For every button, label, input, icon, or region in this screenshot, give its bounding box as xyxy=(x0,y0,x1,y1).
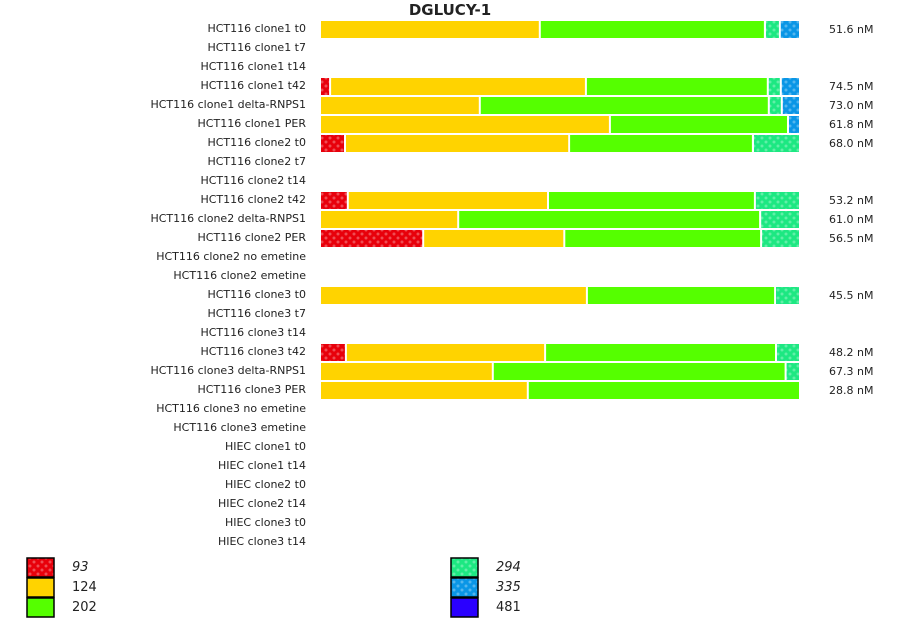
row-label: HCT116 clone3 t0 xyxy=(207,288,306,301)
row-label: HIEC clone2 t0 xyxy=(224,478,306,491)
bar-segment-93 xyxy=(321,192,347,209)
row-label: HCT116 clone3 delta-RNPS1 xyxy=(150,364,306,377)
bar-segment-93 xyxy=(321,230,423,247)
row-label: HIEC clone3 t0 xyxy=(224,516,306,529)
bar-segment-124 xyxy=(348,192,547,209)
bar-segment-202 xyxy=(586,78,767,95)
row-label: HCT116 clone2 t14 xyxy=(200,174,306,187)
bar-segment-294 xyxy=(755,192,799,209)
legend-label: 202 xyxy=(72,600,97,615)
legend-label: 481 xyxy=(496,600,521,615)
bar-segment-124 xyxy=(321,21,539,38)
legend-label: 335 xyxy=(496,580,521,595)
legend-swatch-93 xyxy=(26,557,55,578)
bar-segment-202 xyxy=(570,135,752,152)
bar-segment-294 xyxy=(768,78,780,95)
row-label: HCT116 clone2 PER xyxy=(197,231,306,244)
row-total: 45.5 nM xyxy=(829,289,874,302)
bar-segment-294 xyxy=(777,344,799,361)
row-label: HCT116 clone3 t42 xyxy=(200,345,306,358)
bar-segment-294 xyxy=(762,230,799,247)
legend-swatch-202 xyxy=(26,597,55,618)
row-label: HCT116 clone2 t0 xyxy=(207,136,306,149)
row-label: HIEC clone1 t14 xyxy=(217,459,306,472)
bar-segment-124 xyxy=(321,211,458,228)
row-label: HCT116 clone1 t42 xyxy=(200,79,306,92)
row-label: HCT116 clone2 t7 xyxy=(207,155,306,168)
row-label: HCT116 clone2 delta-RNPS1 xyxy=(150,212,306,225)
row-label: HCT116 clone1 t0 xyxy=(207,22,306,35)
bar-segment-294 xyxy=(754,135,799,152)
row-total: 67.3 nM xyxy=(829,365,874,378)
bar-segment-124 xyxy=(346,135,569,152)
row-total: 56.5 nM xyxy=(829,232,874,245)
legend-label: 294 xyxy=(496,560,521,575)
bar-segment-294 xyxy=(776,287,799,304)
bar-segment-202 xyxy=(546,344,775,361)
legend-swatch-124 xyxy=(26,577,55,598)
row-total: 28.8 nM xyxy=(829,384,874,397)
bar-segment-124 xyxy=(321,97,479,114)
bar-segment-93 xyxy=(321,344,345,361)
row-total: 51.6 nM xyxy=(829,23,874,36)
row-total: 53.2 nM xyxy=(829,194,874,207)
bar-segment-335 xyxy=(781,78,799,95)
bar-segment-202 xyxy=(565,230,761,247)
bar-segment-93 xyxy=(321,78,330,95)
bar-segment-202 xyxy=(528,382,799,399)
bar-segment-124 xyxy=(346,344,545,361)
bar-segment-335 xyxy=(782,97,799,114)
chart-title: DGLUCY-1 xyxy=(408,1,492,19)
legend-swatch-335 xyxy=(450,577,479,598)
bar-segment-335 xyxy=(780,21,799,38)
legend-label: 124 xyxy=(72,580,97,595)
bar-segment-124 xyxy=(321,116,609,133)
bar-segment-202 xyxy=(610,116,787,133)
bar-segment-202 xyxy=(540,21,764,38)
bar-segment-124 xyxy=(424,230,564,247)
row-label: HCT116 clone3 PER xyxy=(197,383,306,396)
row-label: HCT116 clone1 delta-RNPS1 xyxy=(150,98,306,111)
bar-segment-124 xyxy=(321,287,586,304)
row-label: HCT116 clone1 t14 xyxy=(200,60,306,73)
row-total: 68.0 nM xyxy=(829,137,874,150)
bar-segment-202 xyxy=(480,97,768,114)
row-total: 73.0 nM xyxy=(829,99,874,112)
bar-segment-202 xyxy=(587,287,775,304)
row-label: HCT116 clone2 t42 xyxy=(200,193,306,206)
row-label: HCT116 clone1 PER xyxy=(197,117,306,130)
row-total: 48.2 nM xyxy=(829,346,874,359)
bar-segment-202 xyxy=(549,192,754,209)
bar-segment-294 xyxy=(769,97,781,114)
row-total: 61.0 nM xyxy=(829,213,874,226)
row-label: HCT116 clone3 emetine xyxy=(173,421,306,434)
bar-segment-335 xyxy=(789,116,799,133)
bar-segment-124 xyxy=(331,78,585,95)
row-label: HCT116 clone2 no emetine xyxy=(156,250,306,263)
row-label: HCT116 clone1 t7 xyxy=(207,41,306,54)
legend-label: 93 xyxy=(72,560,89,575)
bar-segment-294 xyxy=(761,211,799,228)
row-label: HIEC clone3 t14 xyxy=(217,535,306,548)
legend-swatch-481 xyxy=(450,597,479,618)
row-label: HIEC clone1 t0 xyxy=(224,440,306,453)
legend-swatch-294 xyxy=(450,557,479,578)
row-label: HCT116 clone3 t7 xyxy=(207,307,306,320)
bar-segment-294 xyxy=(786,363,799,380)
bar-segment-202 xyxy=(493,363,785,380)
row-label: HCT116 clone2 emetine xyxy=(173,269,306,282)
row-total: 74.5 nM xyxy=(829,80,874,93)
bar-segment-124 xyxy=(321,382,527,399)
row-label: HCT116 clone3 no emetine xyxy=(156,402,306,415)
row-total: 61.8 nM xyxy=(829,118,874,131)
bar-segment-294 xyxy=(766,21,779,38)
row-label: HIEC clone2 t14 xyxy=(217,497,306,510)
bar-segment-124 xyxy=(321,363,492,380)
bar-segment-93 xyxy=(321,135,344,152)
bar-segment-202 xyxy=(459,211,760,228)
row-label: HCT116 clone3 t14 xyxy=(200,326,306,339)
